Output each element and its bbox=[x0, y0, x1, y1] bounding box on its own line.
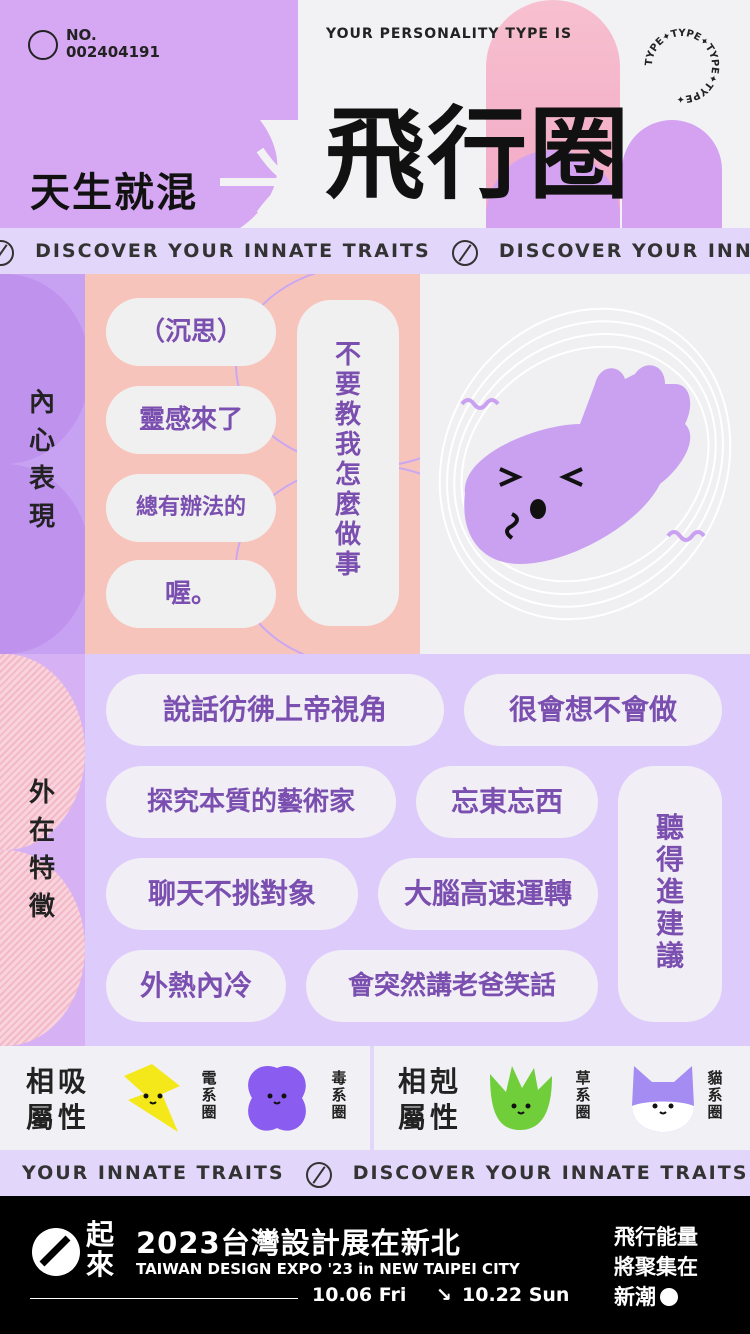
ring-icon bbox=[305, 1161, 332, 1188]
personality-type-label: YOUR PERSONALITY TYPE IS bbox=[326, 26, 573, 42]
number-circle-icon bbox=[28, 30, 58, 60]
date-end: 10.22 Sun bbox=[462, 1284, 570, 1306]
inner-pill: （沉思） bbox=[106, 298, 276, 366]
inner-label: 內心表現 bbox=[28, 388, 55, 532]
logo-dot-icon bbox=[660, 1288, 678, 1306]
marquee-text-cut: DISCOVER YOUR INNA bbox=[498, 240, 750, 262]
attribute-section: 相吸 屬性 電系圈 毒系圈 相剋 屬性 草系圈 貓系圈 bbox=[0, 1046, 750, 1150]
type-stamp-badge: TYPE✦TYPE✦TYPE✦TYPE✦ bbox=[644, 28, 720, 104]
arrow-icon bbox=[220, 147, 300, 217]
trait-pill: 很會想不會做 bbox=[464, 674, 722, 746]
ring-icon bbox=[0, 239, 14, 266]
flying-mascot-illustration bbox=[438, 307, 732, 621]
inner-vertical-pill: 不要教我怎麼做事 bbox=[297, 300, 399, 626]
divider bbox=[370, 1046, 374, 1150]
slogan: 飛行能量 將聚集在 新潮 bbox=[614, 1225, 698, 1309]
trait-pill: 會突然講老爸笑話 bbox=[306, 950, 598, 1022]
attract-title: 相吸 屬性 bbox=[26, 1065, 91, 1134]
expo-logo-icon bbox=[32, 1228, 80, 1276]
ring-icon bbox=[451, 239, 478, 266]
expo-logo-text: 起來 bbox=[86, 1218, 115, 1281]
divider-line bbox=[30, 1298, 298, 1299]
number-value: 002404191 bbox=[66, 43, 160, 61]
swoosh-decoration bbox=[240, 120, 298, 228]
marquee-text: YOUR INNATE TRAITS bbox=[22, 1162, 285, 1184]
attract-item-name: 電系圈 bbox=[201, 1069, 217, 1121]
trait-pill: 大腦高速運轉 bbox=[378, 858, 598, 930]
inner-pill: 喔。 bbox=[106, 560, 276, 628]
inner-pill-box: （沉思） 靈感來了 總有辦法的 喔。 不要教我怎麼做事 bbox=[85, 274, 420, 654]
poison-mascot-icon bbox=[248, 1066, 306, 1131]
trait-pill: 聊天不挑對象 bbox=[106, 858, 358, 930]
trait-vertical-pill: 聽得進建議 bbox=[618, 766, 722, 1022]
inner-pill: 靈感來了 bbox=[106, 386, 276, 454]
mascot-art-panel bbox=[420, 274, 750, 654]
lightning-mascot-icon bbox=[124, 1064, 180, 1132]
expo-title-en: TAIWAN DESIGN EXPO '23 in NEW TAIPEI CIT… bbox=[136, 1260, 520, 1278]
repel-item-name: 草系圈 bbox=[575, 1069, 591, 1121]
header: NO. 002404191 天生就混 YOUR PERSONALITY TYPE… bbox=[0, 0, 750, 228]
inner-pill: 總有辦法的 bbox=[106, 474, 276, 542]
svg-text:TYPE✦TYPE✦TYPE✦TYPE✦: TYPE✦TYPE✦TYPE✦TYPE✦ bbox=[644, 28, 720, 104]
violet-blob-right bbox=[622, 120, 722, 228]
trait-pill: 探究本質的藝術家 bbox=[106, 766, 396, 838]
outer-side-panel: 外在特徵 bbox=[0, 654, 85, 1046]
number-label: NO. bbox=[66, 26, 97, 44]
trait-pill: 說話彷彿上帝視角 bbox=[106, 674, 444, 746]
marquee-top: DISCOVER YOUR INNATE TRAITS DISCOVER YOU… bbox=[0, 228, 750, 274]
tagline: 天生就混 bbox=[30, 170, 198, 216]
grass-mascot-icon bbox=[490, 1066, 552, 1130]
expo-title-cn: 2023台灣設計展在新北 bbox=[136, 1226, 461, 1260]
repel-title: 相剋 屬性 bbox=[398, 1065, 463, 1134]
footer: 起來 2023台灣設計展在新北 TAIWAN DESIGN EXPO '23 i… bbox=[0, 1196, 750, 1334]
date-arrow: ↘ bbox=[436, 1284, 452, 1306]
trait-pill: 忘東忘西 bbox=[416, 766, 598, 838]
marquee-text: DISCOVER YOUR INNATE TRAITS bbox=[352, 1162, 749, 1184]
cat-mascot-icon bbox=[632, 1066, 694, 1132]
repel-item-name: 貓系圈 bbox=[707, 1069, 723, 1121]
marquee-text: DISCOVER YOUR INNATE TRAITS bbox=[35, 240, 431, 262]
trait-pill: 外熱內冷 bbox=[106, 950, 286, 1022]
inner-section: 內心表現 （沉思） 靈感來了 總有辦法的 喔。 不要教我怎麼做事 bbox=[0, 274, 750, 654]
outer-section: 外在特徵 說話彷彿上帝視角 很會想不會做 探究本質的藝術家 忘東忘西 聊天不挑對… bbox=[0, 654, 750, 1046]
date-start: 10.06 Fri bbox=[312, 1284, 407, 1306]
outer-label: 外在特徵 bbox=[28, 778, 55, 922]
attract-item-name: 毒系圈 bbox=[331, 1069, 347, 1121]
marquee-bottom: YOUR INNATE TRAITS DISCOVER YOUR INNATE … bbox=[0, 1150, 750, 1196]
personality-type-title: 飛行圈 bbox=[325, 96, 631, 213]
inner-side-panel: 內心表現 bbox=[0, 274, 85, 654]
